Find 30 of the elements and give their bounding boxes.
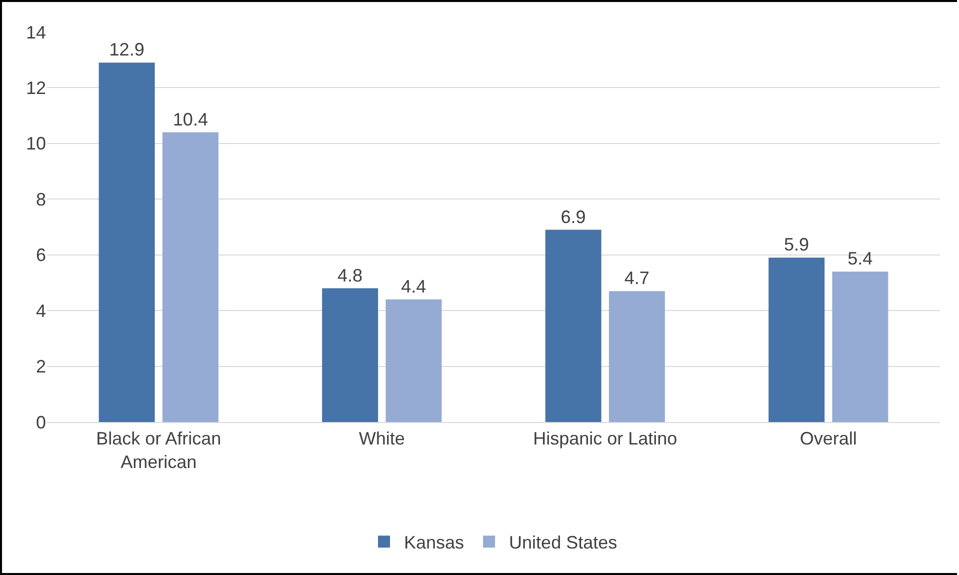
- bar: [545, 230, 602, 422]
- y-tick-label: 6: [36, 245, 46, 266]
- x-tick-label: Black or African American: [96, 428, 222, 472]
- x-tick-label: Overall: [800, 428, 857, 449]
- bar: [608, 291, 665, 422]
- bar: [386, 299, 442, 422]
- legend-label: Kansas: [404, 532, 464, 553]
- bar: [162, 132, 218, 422]
- y-tick-label: 12: [26, 78, 46, 98]
- y-tick-label: 8: [36, 189, 46, 210]
- y-tick-label: 0: [36, 412, 46, 432]
- bar: [832, 272, 888, 422]
- legend-label: United States: [509, 532, 618, 553]
- data-label: 6.9: [560, 206, 586, 227]
- y-tick-label: 14: [26, 22, 46, 42]
- data-label: 4.7: [624, 268, 650, 288]
- x-tick-label: White: [358, 428, 405, 449]
- bar: [322, 288, 378, 422]
- data-label: 12.9: [109, 40, 144, 60]
- data-label: 4.8: [338, 265, 363, 286]
- y-tick-label: 2: [36, 356, 46, 377]
- y-tick-label: 4: [36, 300, 46, 321]
- data-label: 5.9: [784, 234, 810, 255]
- data-label: 4.4: [401, 276, 426, 296]
- data-label: 5.4: [848, 248, 873, 269]
- bar: [98, 62, 155, 422]
- bar: [768, 258, 825, 422]
- data-label: 10.4: [172, 109, 208, 130]
- y-tick-label: 10: [26, 134, 46, 154]
- x-tick-label: Hispanic or Latino: [533, 428, 678, 449]
